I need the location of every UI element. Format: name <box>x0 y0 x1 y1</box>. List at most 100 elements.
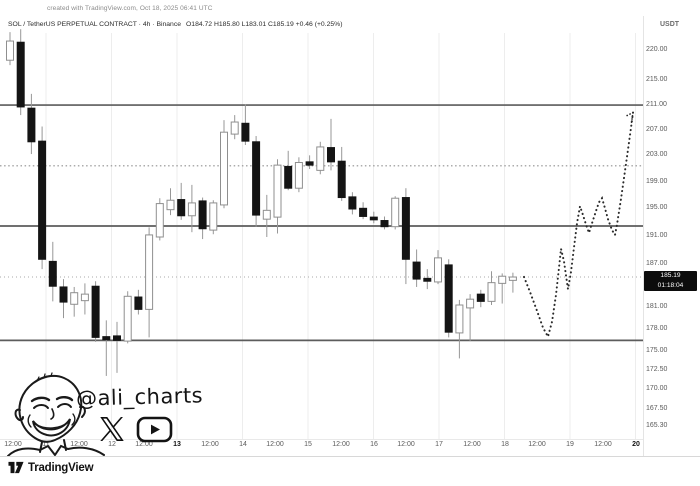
time-axis-label: 12:00 <box>528 441 546 448</box>
time-axis-label: 13 <box>173 441 181 448</box>
time-axis-label: 12:00 <box>266 441 284 448</box>
candle-down <box>177 199 186 217</box>
candle-down <box>38 140 47 260</box>
candle-up <box>391 197 400 228</box>
candle-up <box>262 209 271 220</box>
candle-down <box>134 296 143 310</box>
time-axis-label: 12:00 <box>397 441 415 448</box>
candle-down <box>401 197 410 260</box>
candle-down <box>102 336 111 341</box>
price-axis-label: 187.00 <box>646 259 668 267</box>
candle-down <box>59 286 68 303</box>
candle-up <box>80 293 89 302</box>
candle-up <box>294 162 303 189</box>
time-axis-label: 12:00 <box>201 441 219 448</box>
candle-up <box>187 202 196 217</box>
candle-down <box>423 277 432 282</box>
price-axis-label: 170.00 <box>646 385 668 393</box>
price-axis-label: 181.00 <box>646 302 668 310</box>
candle-up <box>508 276 517 281</box>
time-axis-label: 11 <box>42 441 50 448</box>
price-axis-label: 191.00 <box>646 231 668 239</box>
price-axis-label: 175.00 <box>646 347 668 355</box>
ohlc-values: O184.72 H185.80 L183.01 C185.19 +0.46 (+… <box>186 21 343 28</box>
tradingview-logo-text: TradingView <box>28 461 94 474</box>
price-axis-label: 167.50 <box>646 404 668 412</box>
candle-down <box>241 122 250 142</box>
time-axis-label: 12:00 <box>135 441 153 448</box>
candle-down <box>305 161 314 166</box>
candle-up <box>487 282 496 302</box>
candle-up <box>316 146 325 171</box>
time-axis-label: 15 <box>304 441 312 448</box>
candle-up <box>123 295 132 342</box>
candle-up <box>273 164 282 218</box>
candle-down <box>198 200 207 230</box>
candle-down <box>284 165 293 189</box>
youtube-play-icon <box>136 416 173 443</box>
candle-down <box>348 196 357 210</box>
price-axis-label: 195.00 <box>646 204 668 212</box>
candle-up <box>166 199 175 211</box>
candle-down <box>412 261 421 280</box>
time-axis-label: 16 <box>370 441 378 448</box>
avatar-illustration <box>7 372 105 456</box>
bar-countdown: 01:18:04 <box>657 282 684 289</box>
symbol-info-row: SOL / TetherUS PERPETUAL CONTRACT · 4h ·… <box>8 21 342 28</box>
time-axis-label: 12:00 <box>332 441 350 448</box>
price-axis-label: 199.00 <box>646 177 668 185</box>
candle-up <box>498 275 507 284</box>
candle-down <box>476 293 485 302</box>
price-axis-label: 178.00 <box>646 324 668 332</box>
price-axis-label: 211.00 <box>646 100 667 108</box>
candle-down <box>113 335 121 341</box>
candle-down <box>27 107 36 143</box>
candle-up <box>466 298 475 309</box>
projection-zigzag <box>523 111 634 340</box>
symbol-title: SOL / TetherUS PERPETUAL CONTRACT · 4h ·… <box>8 21 182 28</box>
watermark-handle: @ali_charts <box>75 383 204 411</box>
candle-up <box>145 234 154 310</box>
time-axis-label: 12:00 <box>594 441 612 448</box>
price-axis-label: 215.00 <box>646 75 668 83</box>
candle-up <box>455 304 464 334</box>
footer-divider <box>0 456 700 457</box>
time-axis-label: 17 <box>435 441 443 448</box>
time-axis-label: 12:00 <box>4 441 22 448</box>
price-axis-label: 172.50 <box>646 366 668 374</box>
candle-up <box>6 40 14 61</box>
candle-down <box>91 285 100 338</box>
candle-down <box>327 147 335 163</box>
candle-down <box>16 41 25 108</box>
price-axis-label: 203.00 <box>646 151 668 159</box>
time-axis-label: 12:00 <box>463 441 481 448</box>
time-axis-border <box>0 439 643 440</box>
attribution-text: created with TradingView.com, Oct 18, 20… <box>47 5 213 12</box>
last-price-box: 185.19 01:18:04 <box>644 271 697 291</box>
candle-down <box>337 160 346 199</box>
candle-up <box>434 257 442 283</box>
candle-down <box>369 216 378 221</box>
candle-down <box>380 220 389 228</box>
price-axis-label: 207.00 <box>646 125 668 133</box>
candle-up <box>155 203 164 238</box>
time-axis-label: 18 <box>501 441 509 448</box>
price-axis-label: 165.30 <box>646 422 668 430</box>
x-logo-icon <box>100 417 124 441</box>
time-axis-label: 20 <box>632 441 640 448</box>
candle-up <box>230 121 239 135</box>
price-axis-label: 220.00 <box>646 45 668 53</box>
time-axis-label: 12:00 <box>70 441 88 448</box>
last-price-value: 185.19 <box>660 272 681 279</box>
price-axis-border <box>643 16 644 456</box>
candle-down <box>252 141 261 216</box>
candle-up <box>70 292 79 305</box>
time-axis-label: 14 <box>239 441 247 448</box>
candle-down <box>359 207 368 217</box>
candle-up <box>209 202 218 231</box>
candle-down <box>444 264 453 333</box>
time-axis-label: 19 <box>566 441 574 448</box>
candle-up <box>220 131 228 206</box>
